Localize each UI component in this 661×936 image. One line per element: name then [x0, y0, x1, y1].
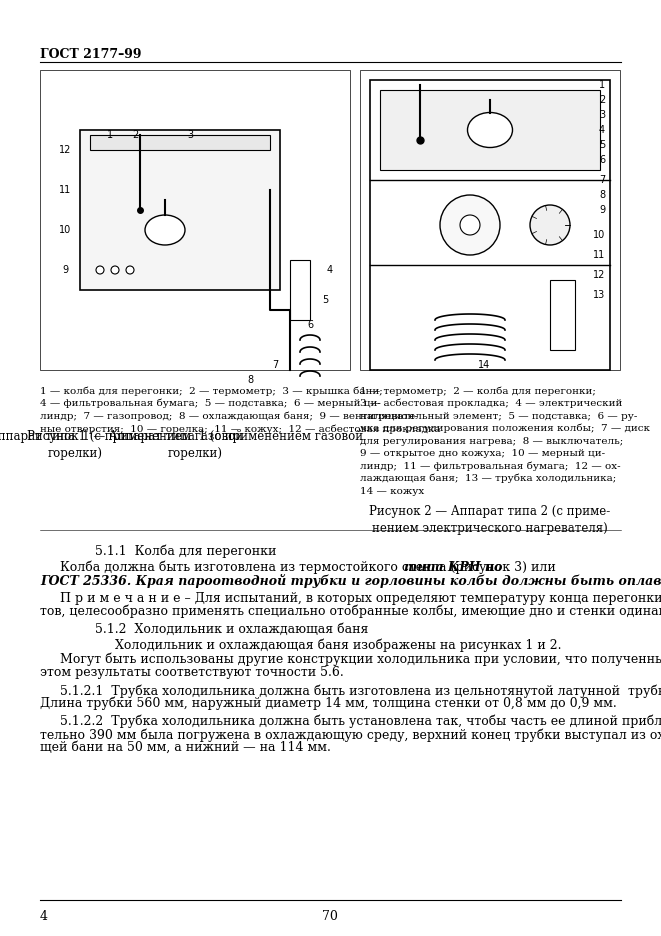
- Text: ГОСТ 25336. Края пароотводной трубки и горловины колбы должны быть оплавлены.: ГОСТ 25336. Края пароотводной трубки и г…: [40, 574, 661, 588]
- Text: 8: 8: [247, 375, 253, 385]
- Text: 12: 12: [593, 270, 605, 280]
- Text: тов, целесообразно применять специально отобранные колбы, имеющие дно и стенки о: тов, целесообразно применять специально …: [40, 605, 661, 619]
- Bar: [380, 90, 600, 170]
- Text: 4: 4: [40, 910, 48, 923]
- Text: 70: 70: [322, 910, 338, 923]
- Text: 12: 12: [59, 145, 71, 155]
- Text: 5.1.2.1  Трубка холодильника должна быть изготовлена из цельнотянутой латунной  : 5.1.2.1 Трубка холодильника должна быть …: [40, 684, 661, 697]
- Text: 1 — колба для перегонки;  2 — термометр;  3 — крышка бани;
4 — фильтровальная бу: 1 — колба для перегонки; 2 — термометр; …: [40, 386, 440, 434]
- Circle shape: [111, 266, 119, 274]
- Text: Рисунок 1 — Аппарат типа 1 (с применением газовой
горелки): Рисунок 1 — Аппарат типа 1 (с применение…: [27, 430, 363, 460]
- Ellipse shape: [467, 112, 512, 148]
- Bar: [40, 70, 350, 370]
- Text: 13: 13: [593, 290, 605, 300]
- Text: Могут быть использованы другие конструкции холодильника при условии, что получен: Могут быть использованы другие конструкц…: [40, 653, 661, 666]
- Ellipse shape: [145, 215, 185, 245]
- Text: 7: 7: [272, 360, 278, 370]
- Text: 1 — термометр;  2 — колба для перегонки;
3 — асбестовая прокладка;  4 — электрич: 1 — термометр; 2 — колба для перегонки; …: [360, 386, 650, 495]
- Text: П р и м е ч а н и е – Для испытаний, в которых определяют температуру конца пере: П р и м е ч а н и е – Для испытаний, в к…: [40, 592, 661, 605]
- Text: 5: 5: [322, 295, 328, 305]
- Text: тельно 390 мм была погружена в охлаждающую среду, верхний конец трубки выступал : тельно 390 мм была погружена в охлаждающ…: [40, 728, 661, 741]
- Bar: [290, 260, 310, 320]
- Text: 1: 1: [107, 130, 113, 140]
- Text: 4: 4: [327, 265, 333, 275]
- Text: 5.1.2.2  Трубка холодильника должна быть установлена так, чтобы часть ее длиной : 5.1.2.2 Трубка холодильника должна быть …: [40, 715, 661, 728]
- Text: 11: 11: [59, 185, 71, 195]
- Text: 3: 3: [187, 130, 193, 140]
- Text: 10: 10: [59, 225, 71, 235]
- Text: 6: 6: [307, 320, 313, 330]
- Text: типа КРН по: типа КРН по: [404, 561, 502, 574]
- Text: Рисунок 1 — Аппарат типа 1 (с применением газовой
горелки): Рисунок 1 — Аппарат типа 1 (с применение…: [0, 430, 243, 460]
- Circle shape: [530, 205, 570, 245]
- Text: 7: 7: [599, 175, 605, 185]
- Bar: [550, 280, 575, 350]
- Circle shape: [460, 215, 480, 235]
- Text: 14: 14: [478, 360, 490, 370]
- Text: Колба должна быть изготовлена из термостойкого стекла (рисунок 3) или: Колба должна быть изготовлена из термост…: [40, 561, 560, 575]
- Text: 8: 8: [599, 190, 605, 200]
- Circle shape: [126, 266, 134, 274]
- Bar: [80, 130, 280, 290]
- Bar: [360, 70, 620, 370]
- Text: ГОСТ 2177–99: ГОСТ 2177–99: [40, 48, 141, 61]
- Text: Холодильник и охлаждающая баня изображены на рисунках 1 и 2.: Холодильник и охлаждающая баня изображен…: [95, 639, 561, 652]
- Text: 2: 2: [132, 130, 138, 140]
- Text: 4: 4: [599, 125, 605, 135]
- Text: 9: 9: [62, 265, 68, 275]
- Text: 5.1.1  Колба для перегонки: 5.1.1 Колба для перегонки: [95, 545, 276, 559]
- Text: 6: 6: [599, 155, 605, 165]
- Text: щей бани на 50 мм, а нижний — на 114 мм.: щей бани на 50 мм, а нижний — на 114 мм.: [40, 741, 331, 754]
- Bar: [370, 80, 610, 370]
- Text: этом результаты соответствуют точности 5.6.: этом результаты соответствуют точности 5…: [40, 666, 344, 679]
- Text: 5: 5: [599, 140, 605, 150]
- Text: 3: 3: [599, 110, 605, 120]
- Text: 5.1.2  Холодильник и охлаждающая баня: 5.1.2 Холодильник и охлаждающая баня: [95, 623, 368, 636]
- Bar: [90, 135, 270, 150]
- Circle shape: [96, 266, 104, 274]
- Text: 9: 9: [599, 205, 605, 215]
- Text: 11: 11: [593, 250, 605, 260]
- Text: Рисунок 2 — Аппарат типа 2 (с приме-
нением электрического нагревателя): Рисунок 2 — Аппарат типа 2 (с приме- нен…: [369, 505, 611, 535]
- Text: 2: 2: [599, 95, 605, 105]
- Text: Длина трубки 560 мм, наружный диаметр 14 мм, толщина стенки от 0,8 мм до 0,9 мм.: Длина трубки 560 мм, наружный диаметр 14…: [40, 697, 617, 710]
- Circle shape: [440, 195, 500, 255]
- Text: 1: 1: [599, 80, 605, 90]
- Text: 10: 10: [593, 230, 605, 240]
